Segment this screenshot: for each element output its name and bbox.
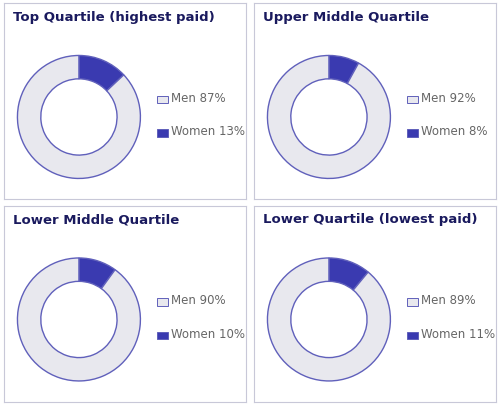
FancyBboxPatch shape (406, 298, 418, 306)
Text: Men 87%: Men 87% (171, 92, 226, 105)
Text: Lower Middle Quartile: Lower Middle Quartile (14, 213, 179, 226)
FancyBboxPatch shape (406, 332, 418, 339)
Wedge shape (18, 258, 140, 381)
FancyBboxPatch shape (156, 298, 168, 306)
Wedge shape (268, 258, 390, 381)
Text: Top Quartile (highest paid): Top Quartile (highest paid) (14, 11, 215, 24)
Text: Women 10%: Women 10% (171, 328, 245, 341)
Text: Men 89%: Men 89% (421, 294, 476, 307)
Text: Lower Quartile (lowest paid): Lower Quartile (lowest paid) (264, 213, 478, 226)
Text: Women 8%: Women 8% (421, 125, 488, 138)
Text: Men 90%: Men 90% (171, 294, 226, 307)
FancyBboxPatch shape (406, 129, 418, 136)
FancyBboxPatch shape (156, 332, 168, 339)
Wedge shape (79, 55, 124, 91)
Wedge shape (18, 55, 140, 179)
Text: Men 92%: Men 92% (421, 92, 476, 105)
FancyBboxPatch shape (156, 129, 168, 136)
Text: Women 13%: Women 13% (171, 125, 245, 138)
FancyBboxPatch shape (406, 96, 418, 103)
Text: Women 11%: Women 11% (421, 328, 495, 341)
FancyBboxPatch shape (156, 96, 168, 103)
Wedge shape (329, 55, 358, 83)
Text: Upper Middle Quartile: Upper Middle Quartile (264, 11, 430, 24)
Wedge shape (79, 258, 115, 289)
Wedge shape (268, 55, 390, 179)
Wedge shape (329, 258, 368, 290)
